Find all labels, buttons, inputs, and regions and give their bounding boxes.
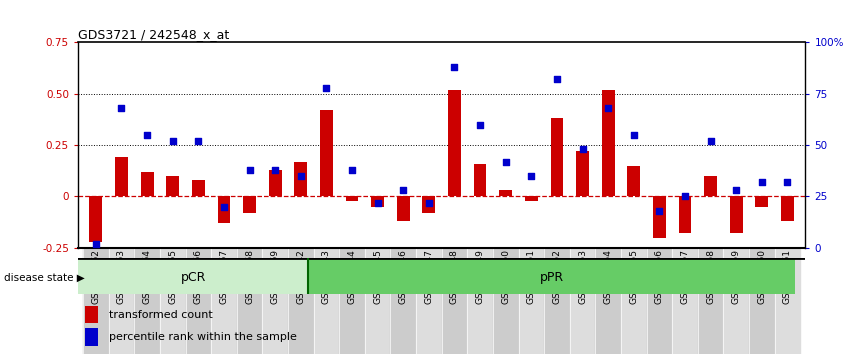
- Point: [499, 159, 513, 164]
- Bar: [243, 196, 256, 213]
- Bar: [313, 248, 339, 354]
- Bar: [108, 248, 134, 354]
- Bar: [749, 248, 775, 354]
- Text: disease state ▶: disease state ▶: [4, 273, 85, 283]
- Point: [755, 179, 769, 185]
- Bar: [140, 172, 153, 196]
- Bar: [217, 196, 230, 223]
- Bar: [423, 196, 436, 213]
- Point: [165, 138, 179, 144]
- Bar: [166, 176, 179, 196]
- Bar: [647, 248, 672, 354]
- Text: transformed count: transformed count: [109, 310, 213, 320]
- Point: [704, 138, 718, 144]
- Point: [320, 85, 333, 91]
- Point: [140, 132, 154, 138]
- Point: [678, 194, 692, 199]
- Bar: [416, 248, 442, 354]
- Point: [371, 200, 385, 205]
- Bar: [192, 180, 204, 196]
- Bar: [288, 248, 313, 354]
- Point: [89, 241, 103, 246]
- Bar: [448, 90, 461, 196]
- Point: [576, 147, 590, 152]
- Point: [627, 132, 641, 138]
- Bar: [442, 248, 468, 354]
- Point: [729, 188, 743, 193]
- Point: [652, 208, 666, 214]
- Bar: [672, 248, 698, 354]
- Bar: [397, 196, 410, 221]
- Bar: [627, 166, 640, 196]
- Bar: [775, 248, 800, 354]
- Bar: [115, 158, 128, 196]
- Bar: [621, 248, 647, 354]
- Point: [601, 105, 615, 111]
- Bar: [372, 196, 384, 207]
- Bar: [339, 248, 365, 354]
- Point: [114, 105, 128, 111]
- Bar: [85, 306, 98, 323]
- Bar: [570, 248, 595, 354]
- Point: [780, 179, 794, 185]
- Bar: [391, 248, 416, 354]
- Bar: [236, 248, 262, 354]
- Bar: [723, 248, 749, 354]
- Bar: [595, 248, 621, 354]
- Text: pCR: pCR: [180, 272, 206, 284]
- Bar: [83, 248, 108, 354]
- Bar: [679, 196, 691, 233]
- Point: [397, 188, 410, 193]
- Bar: [602, 90, 615, 196]
- Bar: [211, 248, 236, 354]
- Bar: [781, 196, 794, 221]
- Bar: [493, 248, 519, 354]
- Point: [217, 204, 231, 210]
- Text: percentile rank within the sample: percentile rank within the sample: [109, 332, 297, 342]
- Text: pPR: pPR: [540, 272, 564, 284]
- Bar: [468, 248, 493, 354]
- Bar: [160, 248, 185, 354]
- Point: [550, 76, 564, 82]
- Bar: [730, 196, 743, 233]
- Bar: [474, 164, 487, 196]
- Bar: [308, 258, 795, 294]
- Bar: [653, 196, 666, 238]
- Bar: [85, 328, 98, 346]
- Point: [242, 167, 256, 173]
- Point: [473, 122, 487, 127]
- Bar: [262, 248, 288, 354]
- Bar: [365, 248, 391, 354]
- Point: [268, 167, 282, 173]
- Point: [294, 173, 307, 179]
- Point: [345, 167, 359, 173]
- Bar: [346, 196, 359, 201]
- Bar: [294, 161, 307, 196]
- Bar: [519, 248, 544, 354]
- Bar: [755, 196, 768, 207]
- Point: [191, 138, 205, 144]
- Bar: [500, 190, 512, 196]
- Bar: [525, 196, 538, 201]
- Bar: [698, 248, 723, 354]
- Point: [422, 200, 436, 205]
- Bar: [576, 151, 589, 196]
- Text: GDS3721 / 242548_x_at: GDS3721 / 242548_x_at: [78, 28, 229, 41]
- Bar: [89, 196, 102, 242]
- Point: [448, 64, 462, 70]
- Bar: [268, 170, 281, 196]
- Bar: [704, 176, 717, 196]
- Bar: [78, 258, 308, 294]
- Bar: [185, 248, 211, 354]
- Bar: [134, 248, 160, 354]
- Point: [525, 173, 539, 179]
- Bar: [320, 110, 333, 196]
- Bar: [544, 248, 570, 354]
- Bar: [551, 119, 563, 196]
